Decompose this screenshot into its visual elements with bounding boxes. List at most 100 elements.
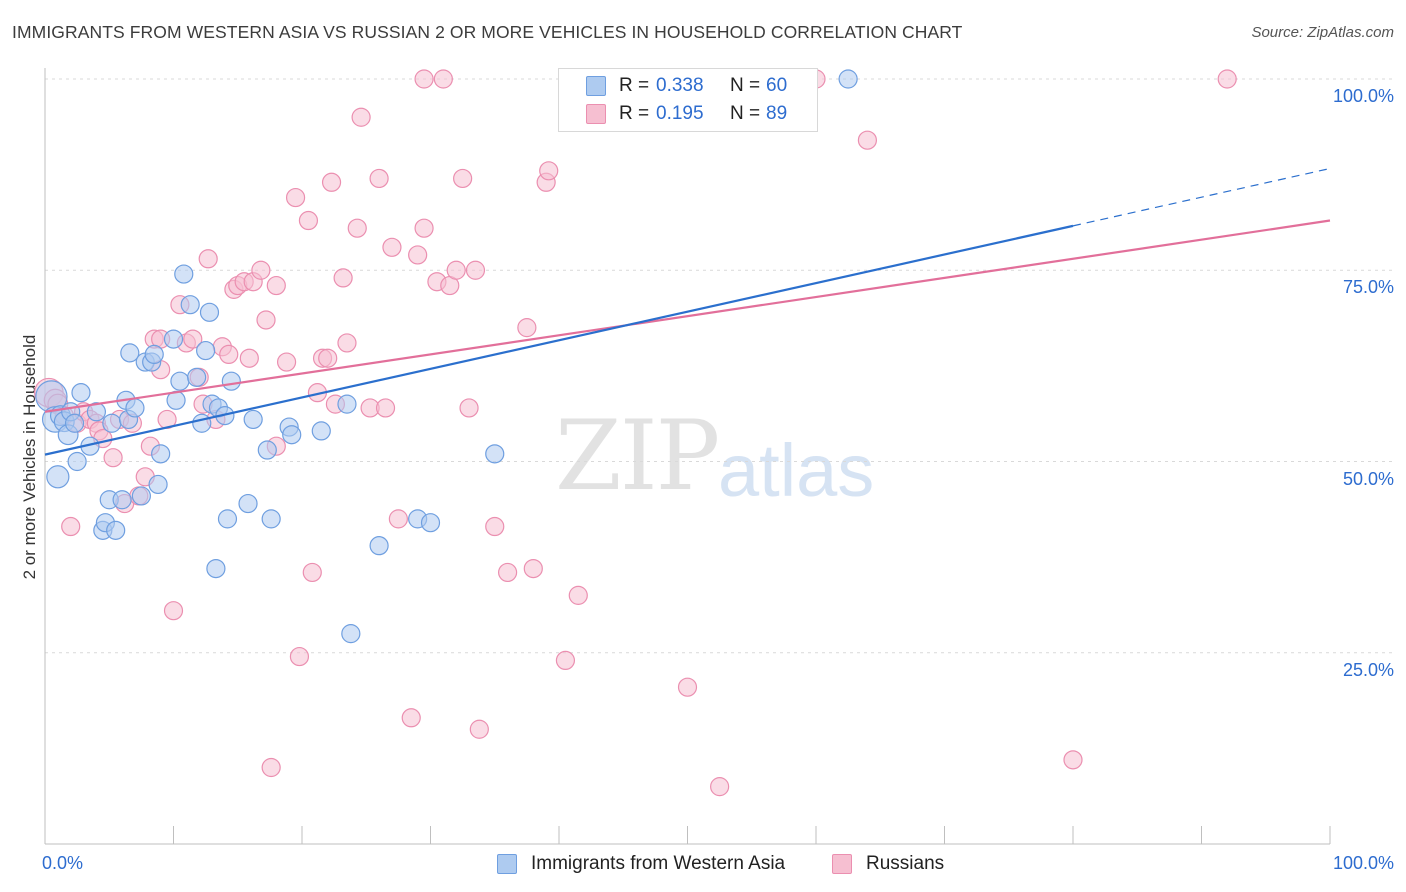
x-tick-label-min: 0.0% — [42, 853, 84, 873]
watermark-zip: ZIP — [555, 400, 720, 512]
russians-point — [321, 172, 342, 192]
western-asia-trend-extension — [1072, 167, 1331, 227]
western-asia-point — [199, 302, 220, 322]
russians-point — [555, 650, 576, 671]
western-asia-point — [67, 451, 87, 472]
western-asia-point — [196, 340, 216, 361]
western-asia-point — [192, 413, 212, 433]
russians-point — [266, 275, 286, 296]
western-asia-point — [64, 413, 85, 433]
russians-point — [414, 218, 434, 238]
legend-swatch-pink — [586, 104, 606, 124]
western-asia-point — [282, 425, 302, 445]
russians-points — [34, 69, 1237, 797]
legend-item-western-asia[interactable]: Immigrants from Western Asia — [497, 852, 785, 876]
russians-point — [414, 69, 434, 89]
russians-point — [239, 348, 259, 368]
russians-point — [219, 344, 239, 364]
western-asia-point — [420, 513, 441, 533]
legend-label-western-asia: Immigrants from Western Asia — [531, 853, 786, 874]
western-asia-point — [311, 421, 331, 441]
legend-r-value-blue: 0.338 — [656, 75, 704, 96]
y-tick-label-25: 25.0% — [1342, 659, 1394, 680]
legend-n-label: N = — [730, 103, 761, 124]
western-asia-point — [206, 558, 226, 579]
russians-point — [517, 318, 537, 338]
russians-point — [103, 448, 123, 468]
western-asia-point — [170, 371, 190, 391]
russians-point — [446, 260, 466, 280]
russians-point — [375, 398, 396, 418]
western-asia-point — [112, 490, 132, 510]
western-asia-point — [144, 344, 164, 364]
russians-point — [465, 260, 486, 280]
russians-point — [285, 187, 306, 208]
legend-r-label: R = — [619, 103, 650, 124]
western-asia-point — [838, 69, 858, 89]
russians-point — [459, 398, 479, 418]
western-asia-point — [163, 329, 184, 349]
russians-point — [408, 245, 428, 265]
russians-point — [251, 260, 271, 280]
legend-n-label: N = — [730, 75, 761, 96]
western-asia-point — [125, 398, 145, 418]
western-asia-point — [46, 465, 70, 489]
russians-point — [183, 329, 203, 349]
legend-swatch-blue — [497, 854, 517, 874]
legend-n-value-blue: 60 — [766, 75, 788, 96]
russians-point — [163, 601, 184, 621]
legend-item-russians[interactable]: Russians — [832, 852, 944, 876]
russians-point — [677, 677, 698, 697]
western-asia-point — [221, 371, 241, 391]
western-asia-point — [180, 295, 200, 315]
russians-point — [333, 268, 353, 288]
western-asia-point — [217, 509, 238, 529]
russians-point — [318, 348, 338, 368]
y-tick-label-75: 75.0% — [1342, 277, 1394, 298]
legend-n-value-pink: 89 — [766, 103, 788, 124]
western-asia-point — [174, 264, 194, 284]
russians-point — [347, 218, 367, 238]
western-asia-point — [148, 474, 168, 495]
western-asia-point — [187, 367, 207, 387]
russians-point — [261, 757, 281, 778]
russians-point — [256, 310, 276, 330]
legend-swatch-blue — [586, 76, 606, 96]
russians-point — [710, 777, 730, 797]
y-tick-label-50: 50.0% — [1342, 468, 1394, 489]
russians-point — [433, 69, 453, 89]
russians-point — [382, 237, 402, 257]
western-asia-point — [369, 536, 389, 556]
russians-point — [568, 585, 588, 605]
russians-point — [298, 210, 319, 231]
western-asia-point — [238, 493, 258, 514]
western-asia-point — [261, 509, 281, 529]
western-asia-point — [131, 486, 151, 506]
russians-point — [453, 168, 473, 189]
russians-point — [369, 168, 389, 189]
russians-point — [198, 249, 218, 269]
russians-point — [523, 558, 543, 579]
trend-layer — [44, 167, 1331, 456]
axis-layer — [44, 68, 1331, 845]
watermark-atlas: atlas — [718, 429, 875, 512]
russians-point — [351, 107, 371, 127]
russians-point — [401, 708, 421, 728]
western-asia-points — [35, 69, 858, 644]
western-asia-point — [86, 402, 107, 422]
western-asia-point — [257, 440, 277, 460]
russians-point — [289, 646, 310, 667]
russians-point — [469, 719, 489, 739]
russians-point — [1063, 750, 1083, 770]
western-asia-point — [243, 409, 263, 430]
legend-swatch-pink — [832, 854, 852, 874]
russians-point — [485, 516, 505, 537]
russians-point — [61, 516, 81, 537]
western-asia-point — [71, 383, 91, 403]
western-asia-point — [337, 394, 357, 414]
russians-trend-line — [44, 219, 1331, 413]
y-tick-label-100: 100.0% — [1332, 86, 1394, 106]
western-asia-point — [120, 343, 140, 363]
western-asia-point — [151, 444, 171, 464]
